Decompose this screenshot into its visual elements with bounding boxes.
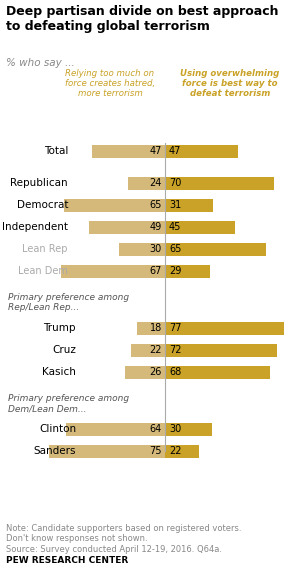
FancyBboxPatch shape	[165, 344, 277, 357]
FancyBboxPatch shape	[165, 242, 266, 255]
FancyBboxPatch shape	[165, 321, 284, 335]
Text: Lean Rep: Lean Rep	[22, 244, 68, 254]
Text: Sanders: Sanders	[33, 446, 76, 456]
FancyBboxPatch shape	[165, 422, 212, 435]
Text: 26: 26	[150, 367, 162, 377]
Text: Trump: Trump	[44, 323, 76, 333]
Text: Using overwhelming
force is best way to
defeat terrorism: Using overwhelming force is best way to …	[181, 68, 280, 98]
Text: % who say ...: % who say ...	[6, 58, 75, 68]
Text: 49: 49	[150, 222, 162, 232]
Text: Kasich: Kasich	[42, 367, 76, 377]
Text: 45: 45	[169, 222, 181, 232]
Text: Primary preference among
Rep/Lean Rep...: Primary preference among Rep/Lean Rep...	[8, 293, 129, 312]
Text: 67: 67	[150, 266, 162, 276]
FancyBboxPatch shape	[165, 221, 235, 234]
Text: 75: 75	[150, 446, 162, 456]
Text: Clinton: Clinton	[39, 424, 76, 434]
Text: 24: 24	[150, 178, 162, 188]
FancyBboxPatch shape	[165, 444, 199, 457]
Text: 68: 68	[169, 367, 181, 377]
FancyBboxPatch shape	[125, 366, 165, 379]
Text: 64: 64	[150, 424, 162, 434]
FancyBboxPatch shape	[165, 366, 270, 379]
Text: 22: 22	[169, 446, 181, 456]
Text: 31: 31	[169, 200, 181, 210]
FancyBboxPatch shape	[64, 199, 165, 212]
FancyBboxPatch shape	[165, 177, 274, 190]
Text: 65: 65	[150, 200, 162, 210]
Text: 72: 72	[169, 345, 181, 355]
Text: 18: 18	[150, 323, 162, 333]
Text: 22: 22	[150, 345, 162, 355]
FancyBboxPatch shape	[66, 422, 165, 435]
FancyBboxPatch shape	[165, 199, 213, 212]
Text: Primary preference among
Dem/Lean Dem...: Primary preference among Dem/Lean Dem...	[8, 394, 129, 413]
Text: Lean Dem: Lean Dem	[18, 266, 68, 276]
Text: Relying too much on
force creates hatred,
more terrorism: Relying too much on force creates hatred…	[65, 68, 155, 98]
FancyBboxPatch shape	[165, 144, 238, 157]
Text: 65: 65	[169, 244, 181, 254]
FancyBboxPatch shape	[137, 321, 165, 335]
Text: Independent: Independent	[2, 222, 68, 232]
Text: 30: 30	[169, 424, 181, 434]
Text: Total: Total	[44, 146, 68, 156]
FancyBboxPatch shape	[128, 177, 165, 190]
Text: Deep partisan divide on best approach
to defeating global terrorism: Deep partisan divide on best approach to…	[6, 5, 278, 33]
FancyBboxPatch shape	[89, 221, 165, 234]
Text: Note: Candidate supporters based on registered voters.
Don't know responses not : Note: Candidate supporters based on regi…	[6, 524, 242, 554]
Text: PEW RESEARCH CENTER: PEW RESEARCH CENTER	[6, 556, 128, 565]
Text: Democrat: Democrat	[17, 200, 68, 210]
Text: 77: 77	[169, 323, 181, 333]
FancyBboxPatch shape	[49, 444, 165, 457]
Text: 70: 70	[169, 178, 181, 188]
FancyBboxPatch shape	[131, 344, 165, 357]
Text: 47: 47	[169, 146, 181, 156]
FancyBboxPatch shape	[92, 144, 165, 157]
Text: 29: 29	[169, 266, 181, 276]
FancyBboxPatch shape	[165, 264, 210, 277]
FancyBboxPatch shape	[119, 242, 165, 255]
Text: Cruz: Cruz	[52, 345, 76, 355]
FancyBboxPatch shape	[61, 264, 165, 277]
Text: 47: 47	[150, 146, 162, 156]
Text: 30: 30	[150, 244, 162, 254]
Text: Republican: Republican	[10, 178, 68, 188]
